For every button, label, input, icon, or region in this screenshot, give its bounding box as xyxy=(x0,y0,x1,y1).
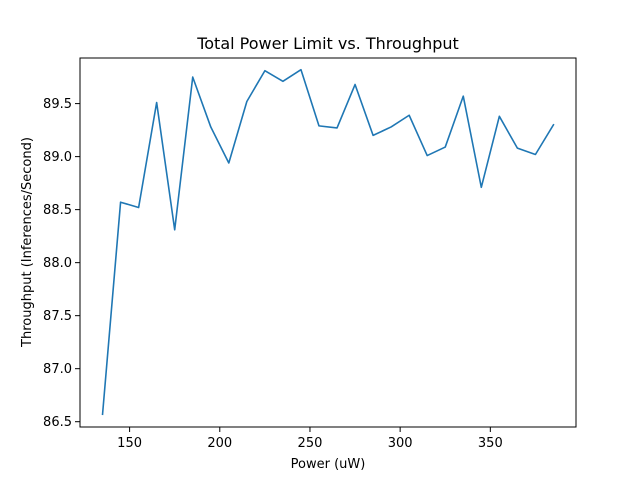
y-tick-label: 88.5 xyxy=(43,203,72,218)
plot-area xyxy=(101,68,555,416)
y-axis: 86.5 87.0 87.5 88.0 88.5 89.0 89.5 xyxy=(43,97,80,430)
y-tick-label: 87.5 xyxy=(43,309,72,324)
x-tick-label: 350 xyxy=(478,436,503,451)
series-line-0 xyxy=(101,68,555,416)
x-tick-label: 300 xyxy=(388,436,413,451)
y-axis-label: Throughput (Inferences/Second) xyxy=(20,137,35,348)
y-tick-label: 89.5 xyxy=(43,97,72,112)
x-tick-label: 250 xyxy=(298,436,323,451)
x-axis-label: Power (uW) xyxy=(291,457,366,472)
x-tick-label: 150 xyxy=(117,436,142,451)
y-tick-label: 89.0 xyxy=(43,150,72,165)
x-tick-label: 200 xyxy=(207,436,232,451)
y-tick-label: 88.0 xyxy=(43,256,72,271)
axes-frame xyxy=(79,57,577,428)
y-tick-label: 86.5 xyxy=(43,415,72,430)
x-axis: 150 200 250 300 350 xyxy=(117,427,503,451)
chart-title: Total Power Limit vs. Throughput xyxy=(196,34,459,53)
y-tick-label: 87.0 xyxy=(43,362,72,377)
